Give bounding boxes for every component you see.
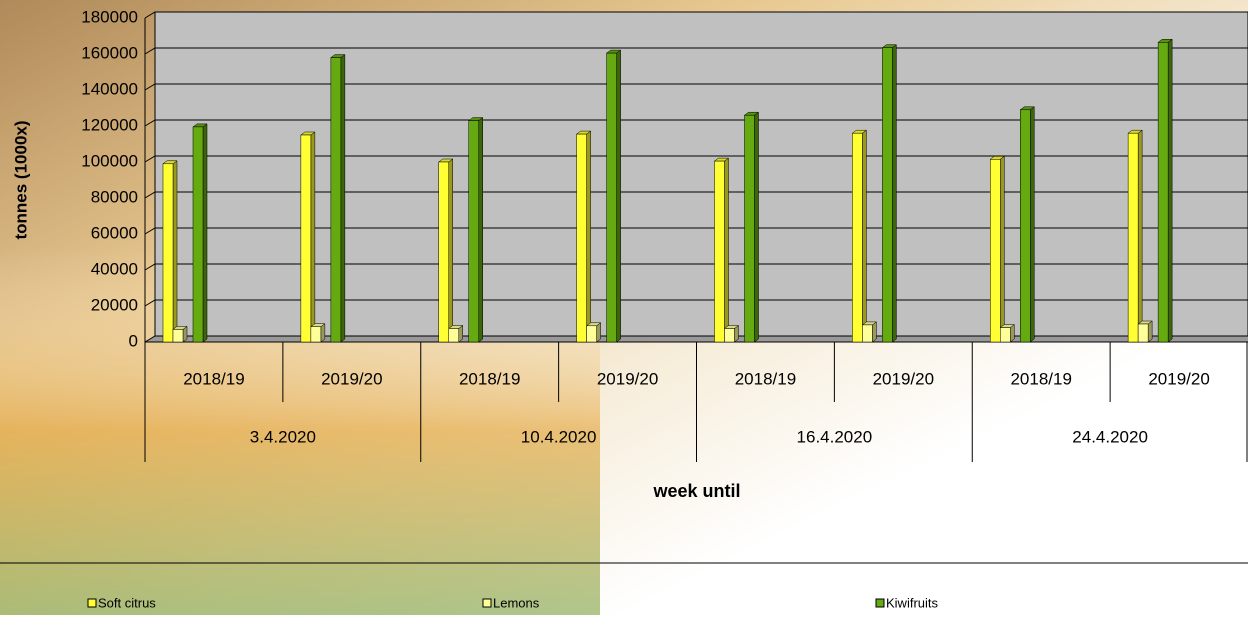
bar <box>469 121 479 342</box>
bar-side <box>341 55 345 342</box>
bar <box>1020 110 1030 342</box>
bar-side <box>617 50 621 342</box>
bar-side <box>1000 156 1004 342</box>
bar-side <box>1138 130 1142 342</box>
bar-side <box>755 112 759 342</box>
bar <box>449 329 459 343</box>
y-tick-label: 20000 <box>91 295 138 314</box>
bar <box>193 127 203 342</box>
bar-side <box>479 118 483 342</box>
bar <box>311 327 321 342</box>
legend-label: Soft citrus <box>98 595 156 610</box>
bar <box>715 161 725 342</box>
bar <box>745 115 755 342</box>
x-group-label: 24.4.2020 <box>1072 427 1148 446</box>
x-tick-label: 2018/19 <box>183 369 244 388</box>
bar <box>577 134 587 342</box>
plot-area <box>155 12 1248 336</box>
bar <box>607 53 617 342</box>
bar-side <box>311 132 315 342</box>
bar-side <box>203 124 207 342</box>
bar <box>852 133 862 342</box>
bar-side <box>597 323 601 342</box>
bar <box>882 48 892 342</box>
bar-side <box>173 161 177 342</box>
bar <box>990 159 1000 342</box>
x-tick-label: 2019/20 <box>597 369 658 388</box>
x-tick-label: 2019/20 <box>321 369 382 388</box>
y-tick-label: 180000 <box>81 7 138 26</box>
bar-side <box>892 45 896 342</box>
bar-side <box>1168 39 1172 342</box>
x-group-label: 3.4.2020 <box>250 427 316 446</box>
bar-side <box>1030 107 1034 342</box>
y-tick-label: 40000 <box>91 259 138 278</box>
bar-side <box>449 159 453 342</box>
legend-swatch <box>483 599 491 607</box>
bar-side <box>862 130 866 342</box>
y-tick-label: 60000 <box>91 223 138 242</box>
bar <box>301 135 311 342</box>
bar-side <box>725 158 729 342</box>
bar <box>331 58 341 342</box>
y-tick-label: 160000 <box>81 43 138 62</box>
x-tick-label: 2018/19 <box>735 369 796 388</box>
chart: tonnes (1000x) week until 0 20000 40000 600… <box>0 0 1248 615</box>
x-tick-label: 2019/20 <box>873 369 934 388</box>
bar-side <box>587 131 591 342</box>
y-tick-label: 100000 <box>81 151 138 170</box>
bar <box>1128 133 1138 342</box>
legend-swatch <box>876 599 884 607</box>
bar <box>587 326 597 342</box>
bar <box>1000 328 1010 342</box>
x-tick-label: 2018/19 <box>1010 369 1071 388</box>
x-group-label: 16.4.2020 <box>797 427 873 446</box>
y-tick-label: 120000 <box>81 115 138 134</box>
x-axis-title: week until <box>652 481 740 501</box>
x-group-label: 10.4.2020 <box>521 427 597 446</box>
legend-label: Lemons <box>493 595 540 610</box>
bar <box>862 325 872 342</box>
x-tick-label: 2019/20 <box>1148 369 1209 388</box>
bar <box>1138 324 1148 342</box>
bar <box>439 162 449 342</box>
bar <box>1158 42 1168 342</box>
legend-swatch <box>88 599 96 607</box>
x-tick-label: 2018/19 <box>459 369 520 388</box>
bar <box>173 329 183 342</box>
y-tick-label: 0 <box>129 331 138 350</box>
y-axis-title: tonnes (1000x) <box>11 120 30 239</box>
bar <box>725 329 735 343</box>
y-tick-label: 80000 <box>91 187 138 206</box>
legend-label: Kiwifruits <box>886 595 939 610</box>
y-tick-label: 140000 <box>81 79 138 98</box>
bar-side <box>872 322 876 342</box>
bar <box>163 164 173 342</box>
bar-side <box>1148 321 1152 342</box>
